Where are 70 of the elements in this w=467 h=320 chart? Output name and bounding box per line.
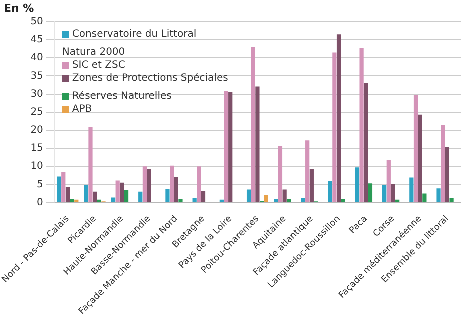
legend-label: APB — [72, 103, 92, 116]
bar — [450, 198, 454, 202]
bar — [251, 46, 256, 202]
y-tick-label: 30 — [30, 88, 44, 100]
y-tick-label: 15 — [30, 143, 44, 154]
bar — [328, 181, 332, 202]
legend-label: Conservatoire du Littoral — [72, 28, 197, 41]
bar — [410, 178, 414, 202]
bar — [197, 166, 202, 202]
bar — [436, 188, 441, 202]
bar — [274, 199, 278, 202]
bar — [170, 166, 174, 202]
bar — [93, 192, 98, 202]
bar — [264, 195, 268, 202]
bar — [360, 48, 364, 202]
bar — [278, 146, 283, 202]
bar — [332, 52, 337, 202]
bar — [201, 192, 206, 202]
legend-label: SIC et ZSC — [72, 59, 126, 72]
annotation: Natura 2000 — [62, 46, 126, 59]
bar — [441, 125, 446, 202]
bar — [142, 166, 148, 202]
bar — [70, 199, 74, 202]
bar — [84, 185, 88, 202]
y-tick-label: 50 — [30, 16, 44, 28]
bar — [62, 172, 66, 202]
y-tick-label: 35 — [30, 70, 44, 82]
bar — [166, 189, 170, 202]
y-axis-title: En % — [4, 2, 34, 15]
bar — [174, 177, 178, 202]
bar — [246, 190, 252, 202]
bar — [418, 114, 422, 202]
bar — [224, 91, 228, 202]
bar — [116, 180, 120, 202]
y-tick-label: 20 — [30, 125, 44, 136]
y-tick-label: 25 — [30, 106, 44, 118]
y-tick-label: 45 — [30, 34, 44, 46]
bar — [386, 160, 391, 202]
bar — [147, 169, 152, 202]
y-tick-label: 10 — [30, 161, 44, 172]
bar — [120, 182, 124, 202]
y-tick-label: 5 — [37, 179, 44, 190]
bar — [228, 92, 233, 202]
legend-label: Zones de Protections Spéciales — [72, 72, 228, 85]
bar — [341, 199, 346, 202]
bar — [88, 128, 93, 202]
bar — [138, 192, 143, 202]
bar — [310, 169, 314, 202]
bar — [306, 140, 310, 202]
bar — [336, 34, 342, 202]
bar — [124, 190, 129, 202]
bar — [382, 185, 387, 202]
bar — [414, 95, 418, 202]
bar — [422, 194, 427, 202]
bar — [301, 198, 306, 202]
bar — [256, 86, 260, 202]
bar — [111, 198, 116, 202]
y-tick-label: 40 — [30, 52, 44, 64]
bar — [178, 199, 183, 202]
bar — [368, 184, 373, 202]
bar — [282, 190, 287, 202]
y-tick-label: 0 — [37, 197, 44, 208]
bar — [445, 147, 450, 202]
bar — [57, 176, 62, 202]
legend-label: Réserves Naturelles — [72, 90, 172, 103]
bar — [364, 83, 368, 202]
bar — [287, 199, 292, 202]
bar — [355, 168, 360, 202]
bar — [66, 187, 70, 202]
bar — [391, 184, 396, 202]
